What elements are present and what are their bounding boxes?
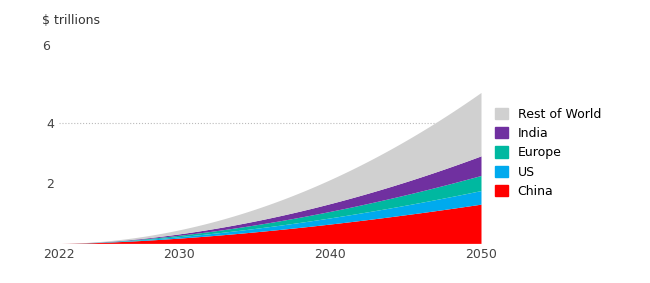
Legend: Rest of World, India, Europe, US, China: Rest of World, India, Europe, US, China [491, 104, 605, 201]
Text: 6: 6 [42, 40, 50, 53]
Text: $ trillions: $ trillions [42, 14, 100, 27]
